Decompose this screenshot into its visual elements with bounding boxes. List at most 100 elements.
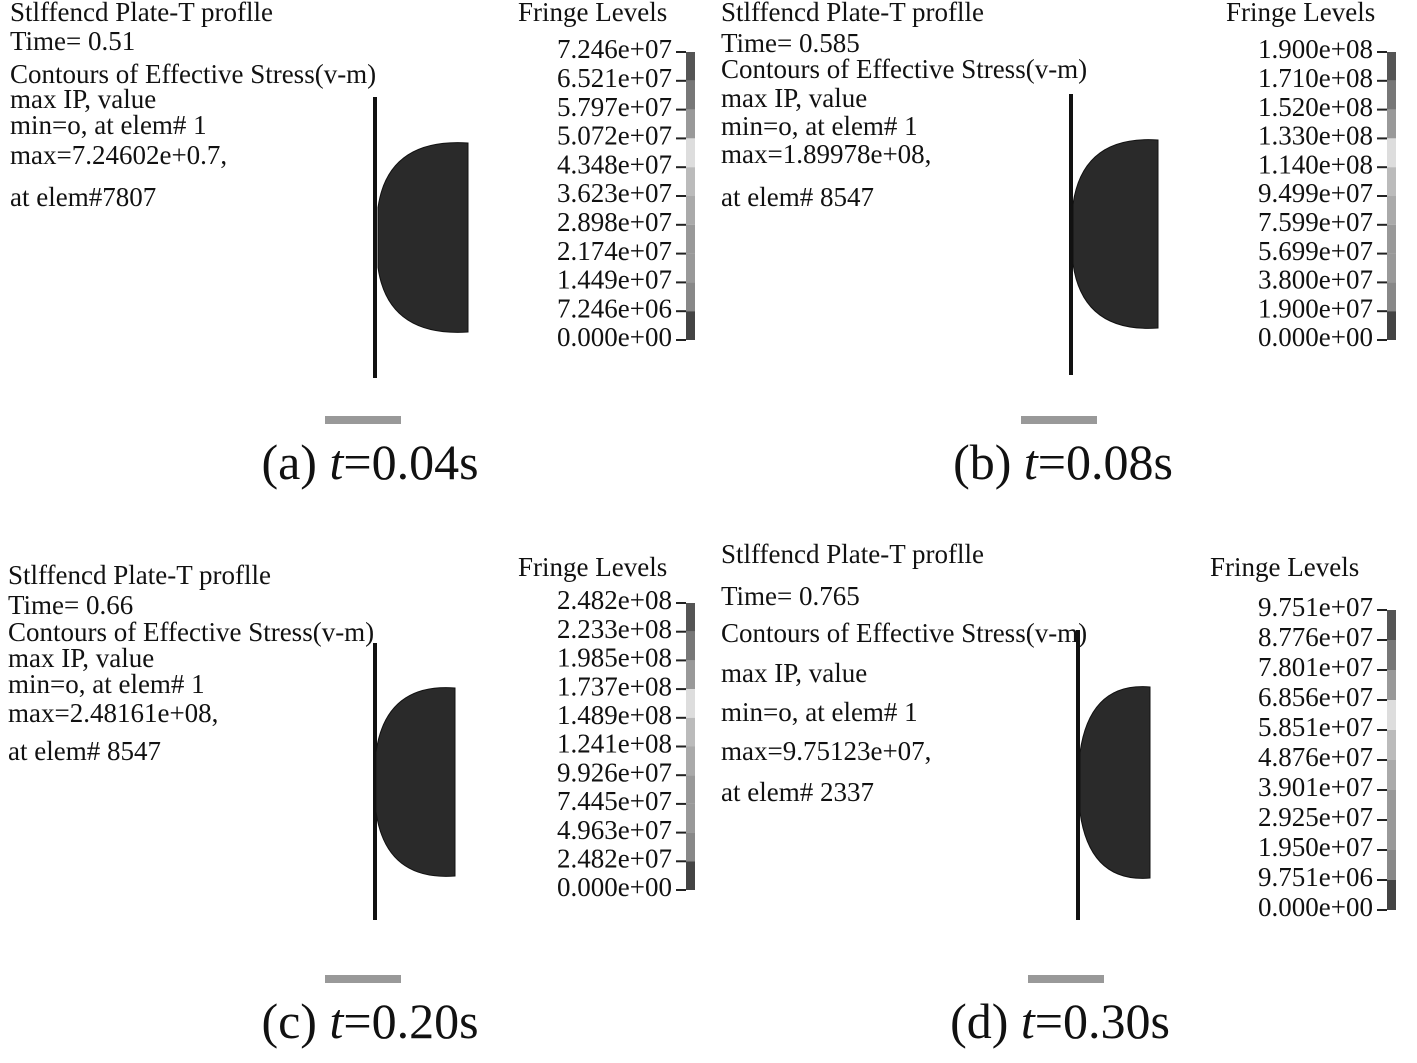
header-line: max=9.75123e+07, [721, 736, 931, 766]
header-line: Time= 0.66 [8, 590, 133, 620]
fringe-title: Fringe Levels [518, 552, 667, 582]
colorbar-segment [1387, 640, 1396, 670]
stiffened-shell [375, 687, 456, 877]
colorbar-segment [1387, 52, 1396, 81]
caption-space [317, 434, 330, 490]
caption-space [1011, 434, 1024, 490]
colorbar-segment [1387, 670, 1396, 700]
caption: (d) t=0.30s [950, 993, 1170, 1049]
header-line: Stlffencd Plate-T proflle [10, 0, 273, 27]
colorbar-segment [1387, 138, 1396, 168]
colorbar-segment [1387, 80, 1396, 110]
colorbar-segment [1387, 167, 1396, 196]
colorbar-segment [1387, 760, 1396, 790]
colorbar-segment [1387, 311, 1396, 340]
caption-variable: t [1021, 993, 1036, 1049]
fringe-level: 1.489e+08 [557, 700, 672, 730]
stiffened-shell [377, 142, 469, 333]
colorbar-segment [1387, 282, 1396, 312]
header-line: at elem# 2337 [721, 777, 874, 807]
playback-controls [325, 416, 401, 424]
colorbar-segment [686, 253, 695, 283]
fringe-level: 1.520e+08 [1258, 92, 1373, 122]
fringe-level: 2.898e+07 [557, 207, 672, 237]
playback-controls [1028, 975, 1104, 983]
fringe-level: 1.140e+08 [1258, 149, 1373, 179]
colorbar-segment [1387, 700, 1396, 730]
panel: Stlffencd Plate-T proflle Time= 0.765 Cont… [721, 539, 1396, 1049]
colorbar-segment [1387, 820, 1396, 850]
caption-label: (b) [953, 434, 1011, 490]
colorbar-segment [1387, 790, 1396, 820]
fringe-level: 2.482e+08 [557, 585, 672, 615]
header-line: min=o, at elem# 1 [721, 111, 918, 141]
colorbar-segment [1387, 610, 1396, 640]
fringe-level: 1.449e+07 [557, 265, 672, 295]
header-line: min=o, at elem# 1 [10, 110, 207, 140]
colorbar-segment [686, 167, 695, 196]
header-line: Stlffencd Plate-T proflle [721, 539, 984, 569]
playback-controls [325, 975, 401, 983]
fringe-level: 1.985e+08 [557, 643, 672, 673]
header-line: Time= 0.51 [10, 26, 135, 56]
fringe-level: 2.482e+07 [557, 844, 672, 874]
fringe-title: Fringe Levels [518, 0, 667, 27]
header-line: Stlffencd Plate-T proflle [8, 560, 271, 590]
fringe-level: 2.174e+07 [557, 236, 672, 266]
header-line: max IP, value [721, 658, 867, 688]
fringe-level: 7.445e+07 [557, 786, 672, 816]
caption-space [317, 993, 330, 1049]
caption: (c) t=0.20s [261, 993, 478, 1049]
fringe-level: 1.710e+08 [1258, 63, 1373, 93]
colorbar-segment [1387, 196, 1396, 225]
fringe-level: 3.800e+07 [1258, 265, 1373, 295]
fringe-level: 6.521e+07 [557, 63, 672, 93]
colorbar-segment [686, 803, 695, 833]
caption-label: (d) [950, 993, 1008, 1049]
fringe-level: 1.950e+07 [1258, 832, 1373, 862]
fringe-level: 0.000e+00 [1258, 322, 1373, 352]
colorbar-segment [686, 603, 695, 632]
fringe-level: 9.751e+06 [1258, 862, 1373, 892]
fringe-level: 5.072e+07 [557, 121, 672, 151]
caption-value: =0.30s [1035, 993, 1170, 1049]
fringe-level: 1.241e+08 [557, 729, 672, 759]
fringe-level: 5.797e+07 [557, 92, 672, 122]
colorbar-segment [686, 861, 695, 890]
fringe-level: 0.000e+00 [557, 322, 672, 352]
caption-label: (a) [261, 434, 317, 490]
fringe-level: 7.599e+07 [1258, 207, 1373, 237]
colorbar-segment [686, 311, 695, 340]
header-line: min=o, at elem# 1 [8, 669, 205, 699]
header-line: max IP, value [10, 84, 156, 114]
colorbar-segment [686, 282, 695, 312]
caption: (b) t=0.08s [953, 434, 1173, 490]
colorbar-segment [686, 832, 695, 862]
header-line: Contours of Effective Stress(v-m) [8, 617, 374, 647]
header-line: max=2.48161e+08, [8, 698, 218, 728]
caption-variable: t [329, 993, 344, 1049]
colorbar-segment [686, 631, 695, 661]
fringe-level: 7.246e+07 [557, 34, 672, 64]
colorbar-segment [686, 746, 695, 776]
fringe-level: 1.330e+08 [1258, 121, 1373, 151]
fringe-level: 7.246e+06 [557, 293, 672, 323]
header-line: at elem#7807 [10, 182, 156, 212]
colorbar-segment [686, 717, 695, 747]
fringe-level: 5.699e+07 [1258, 236, 1373, 266]
header-line: Time= 0.765 [721, 581, 860, 611]
header-line: max IP, value [721, 83, 867, 113]
header-line: min=o, at elem# 1 [721, 697, 918, 727]
colorbar-segment [1387, 880, 1396, 910]
header-line: Contours of Effective Stress(v-m) [721, 54, 1087, 84]
colorbar-segment [686, 196, 695, 225]
caption-variable: t [329, 434, 344, 490]
caption: (a) t=0.04s [261, 434, 478, 490]
fringe-level: 1.900e+07 [1258, 293, 1373, 323]
caption-value: =0.08s [1038, 434, 1173, 490]
fringe-level: 5.851e+07 [1258, 712, 1373, 742]
fringe-level: 2.925e+07 [1258, 802, 1373, 832]
